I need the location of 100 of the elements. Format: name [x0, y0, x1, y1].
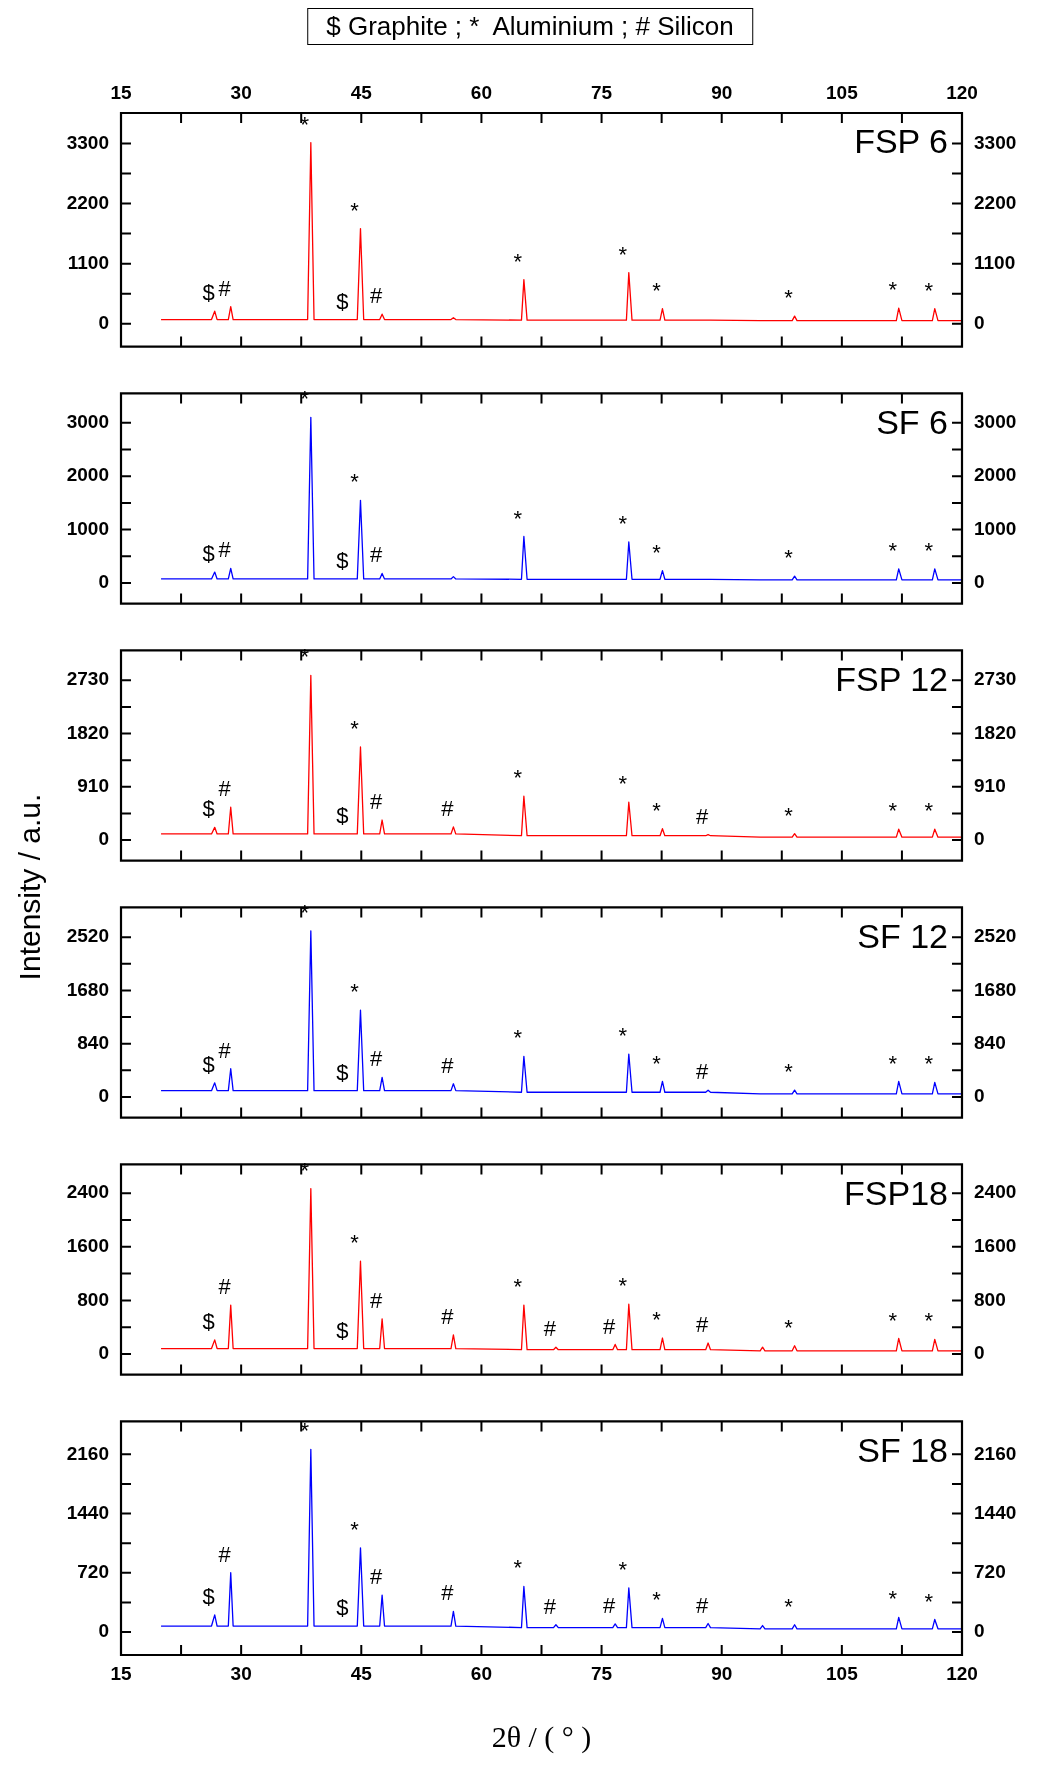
y2-tick-label: 1100	[974, 251, 1016, 273]
y-tick-label: 1600	[66, 1235, 109, 1257]
annotation: *	[513, 1274, 523, 1300]
annotation: *	[784, 1593, 794, 1619]
y-tick-label: 1000	[66, 517, 109, 539]
annotation: *	[888, 1586, 898, 1612]
y2-tick-label: 2160	[974, 1442, 1017, 1464]
annotation: *	[350, 197, 360, 223]
y2-tick-label: 2400	[974, 1181, 1017, 1203]
y2-tick-label: 1600	[974, 1235, 1017, 1257]
annotation: *	[888, 1050, 898, 1076]
annotation: #	[441, 1052, 455, 1078]
y2-tick-label: 0	[974, 1342, 985, 1364]
annotation: *	[784, 1314, 794, 1340]
x2-tick-label: 75	[591, 81, 613, 103]
annotation: #	[441, 795, 455, 821]
y-tick-label: 0	[98, 1620, 109, 1642]
annotation: #	[603, 1313, 617, 1339]
x-axis-title: 2θ / ( ° )	[491, 1719, 592, 1754]
y2-tick-label: 0	[974, 1085, 985, 1107]
annotation: $	[336, 1595, 349, 1621]
x-tick-label: 45	[350, 1662, 373, 1684]
text: $ Graphite ; * Aluminium ; # Silicon	[307, 8, 753, 45]
annotation: #	[695, 803, 709, 829]
x2-tick-label: 120	[946, 81, 978, 103]
y2-tick-label: 0	[974, 828, 985, 850]
y-tick-label: 1100	[67, 251, 109, 273]
y2-tick-label: 800	[974, 1288, 1006, 1310]
annotation: *	[618, 771, 628, 797]
annotation: *	[784, 545, 794, 571]
x2-tick-label: 45	[350, 81, 373, 103]
y-tick-label: 2730	[66, 668, 109, 690]
y-tick-label: 2400	[66, 1181, 109, 1203]
annotation: *	[652, 1307, 662, 1333]
annotation: *	[513, 505, 523, 531]
annotation: *	[350, 716, 360, 742]
x2-tick-label: 30	[230, 81, 252, 103]
y-tick-label: 3300	[66, 131, 109, 153]
annotation: *	[888, 1307, 898, 1333]
annotation: *	[652, 797, 662, 823]
annotation: $	[202, 1308, 215, 1334]
annotation: #	[218, 537, 232, 563]
x-tick-label: 60	[470, 1662, 492, 1684]
y-tick-label: 0	[98, 311, 109, 333]
x-tick-label: 30	[230, 1662, 252, 1684]
annotation: *	[618, 1273, 628, 1299]
y2-tick-label: 1820	[974, 721, 1017, 743]
y2-tick-label: 1440	[974, 1501, 1017, 1523]
annotation: *	[652, 277, 662, 303]
annotation: *	[924, 1308, 934, 1334]
annotation: #	[218, 1274, 232, 1300]
annotation: $	[202, 541, 215, 567]
y-tick-label: 1820	[66, 721, 109, 743]
annotation: *	[652, 539, 662, 565]
annotation: $	[336, 803, 349, 829]
annotation: *	[618, 1556, 628, 1582]
y2-tick-label: 1680	[974, 978, 1017, 1000]
y2-tick-label: 2520	[974, 925, 1017, 947]
y2-tick-label: 0	[974, 571, 985, 593]
annotation: *	[350, 469, 360, 495]
annotation: *	[350, 1230, 360, 1256]
annotation: *	[618, 1023, 628, 1049]
y-tick-label: 840	[77, 1031, 109, 1053]
annotation: *	[888, 798, 898, 824]
annotation: *	[652, 1587, 662, 1613]
annotation: #	[218, 776, 232, 802]
y2-tick-label: 2000	[974, 464, 1017, 486]
x-tick-label: 105	[826, 1662, 859, 1684]
y-tick-label: 910	[77, 775, 109, 797]
chart-title: FSP18	[844, 1173, 948, 1212]
annotation: *	[784, 802, 794, 828]
x-tick-label: 90	[711, 1662, 733, 1684]
annotation: *	[924, 798, 934, 824]
annotation: #	[603, 1593, 617, 1619]
y2-tick-label: 0	[974, 311, 985, 333]
annotation: *	[513, 765, 523, 791]
annotation: *	[784, 1059, 794, 1085]
y-tick-label: 0	[98, 1342, 109, 1364]
annotation: $	[202, 796, 215, 822]
annotation: *	[924, 277, 934, 303]
annotation: $	[336, 1059, 349, 1085]
chart-title: FSP 6	[854, 122, 948, 161]
annotation: #	[218, 1541, 232, 1567]
y-tick-label: 0	[98, 571, 109, 593]
annotation: *	[513, 248, 523, 274]
annotation: *	[513, 1025, 523, 1051]
annotation: *	[618, 511, 628, 537]
annotation: *	[618, 241, 628, 267]
x2-tick-label: 60	[470, 81, 492, 103]
annotation: #	[369, 542, 383, 568]
annotation: *	[888, 277, 898, 303]
annotation: $	[336, 1317, 349, 1343]
y-tick-label: 2000	[66, 464, 109, 486]
y2-tick-label: 3300	[974, 131, 1017, 153]
annotation: #	[369, 1287, 383, 1313]
annotation: #	[543, 1593, 557, 1619]
annotation: *	[924, 1051, 934, 1077]
y2-tick-label: 910	[974, 775, 1006, 797]
annotation: #	[695, 1592, 709, 1618]
annotation: *	[652, 1050, 662, 1076]
